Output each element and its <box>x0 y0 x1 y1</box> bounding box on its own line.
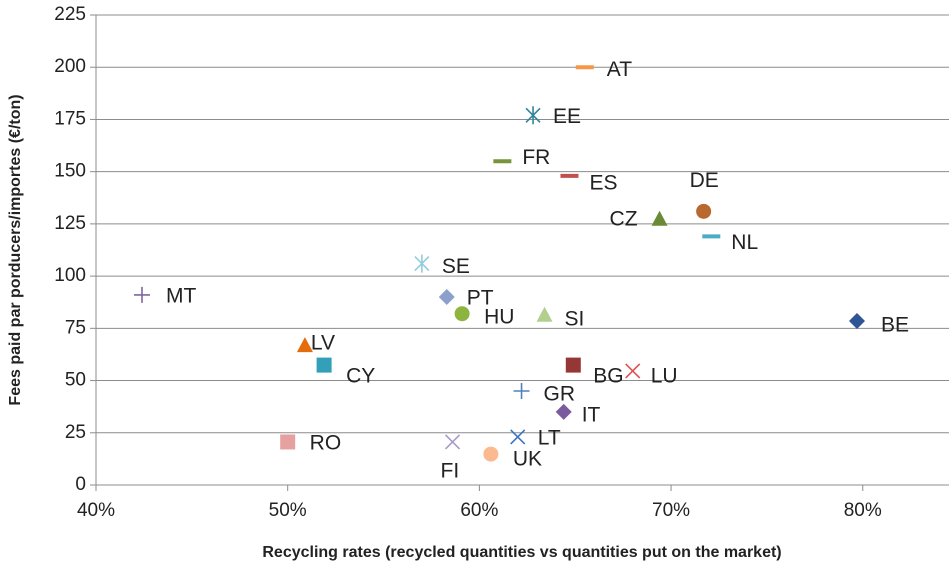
point-label: LU <box>651 364 678 387</box>
point <box>651 210 668 226</box>
point-label: UK <box>513 448 542 471</box>
point-label: AT <box>607 58 632 81</box>
point <box>280 434 296 450</box>
point-label: BE <box>881 314 909 337</box>
x-tick-label: 50% <box>269 500 307 521</box>
point-label: PT <box>467 287 494 310</box>
point <box>134 286 151 303</box>
point <box>625 363 641 379</box>
x-tick-label: 80% <box>844 500 882 521</box>
x-tick-label: 70% <box>652 500 690 521</box>
point-label: FI <box>441 460 460 483</box>
point <box>696 203 712 219</box>
point <box>525 106 541 125</box>
y-tick-label: 100 <box>54 265 86 286</box>
point <box>510 429 526 445</box>
y-tick-label: 150 <box>54 161 86 182</box>
point-label: ES <box>589 171 617 194</box>
x-tick-label: 60% <box>460 500 498 521</box>
point <box>438 289 455 305</box>
y-axis-title: Fees paid par porducers/importes (€/ton) <box>7 94 24 405</box>
point-label: SE <box>442 255 470 278</box>
x-tick-label: 40% <box>77 500 115 521</box>
point-label: CZ <box>610 207 638 230</box>
y-tick-label: 200 <box>54 56 86 77</box>
point <box>483 446 499 462</box>
y-tick-label: 25 <box>65 422 86 443</box>
point-label: DE <box>690 169 719 192</box>
y-tick-label: 225 <box>54 4 86 25</box>
y-tick-label: 75 <box>65 317 86 338</box>
point-label: RO <box>310 432 342 455</box>
y-tick-label: 0 <box>75 474 86 495</box>
point <box>555 403 572 420</box>
point <box>444 434 461 450</box>
point <box>296 337 313 353</box>
point-label: LT <box>538 427 561 450</box>
point-label: EE <box>553 105 581 128</box>
point-label: BG <box>593 365 623 388</box>
point-label: NL <box>731 231 758 254</box>
y-tick-label: 175 <box>54 108 86 129</box>
point <box>513 383 530 399</box>
point-label: MT <box>166 284 196 307</box>
y-tick-label: 125 <box>54 213 86 234</box>
point <box>848 313 865 330</box>
point-label: SI <box>565 307 585 330</box>
point <box>454 306 470 322</box>
point <box>536 306 553 322</box>
point <box>316 357 332 373</box>
point-label: LV <box>311 332 335 355</box>
point-label: HU <box>484 305 514 328</box>
x-axis-title: Recycling rates (recycled quantities vs … <box>262 544 781 561</box>
point-label: FR <box>522 146 550 169</box>
y-tick-label: 50 <box>65 370 86 391</box>
point-label: GR <box>544 383 576 406</box>
point-label: IT <box>582 403 601 426</box>
point <box>414 254 430 273</box>
point-label: CY <box>346 365 375 388</box>
point <box>565 357 581 373</box>
